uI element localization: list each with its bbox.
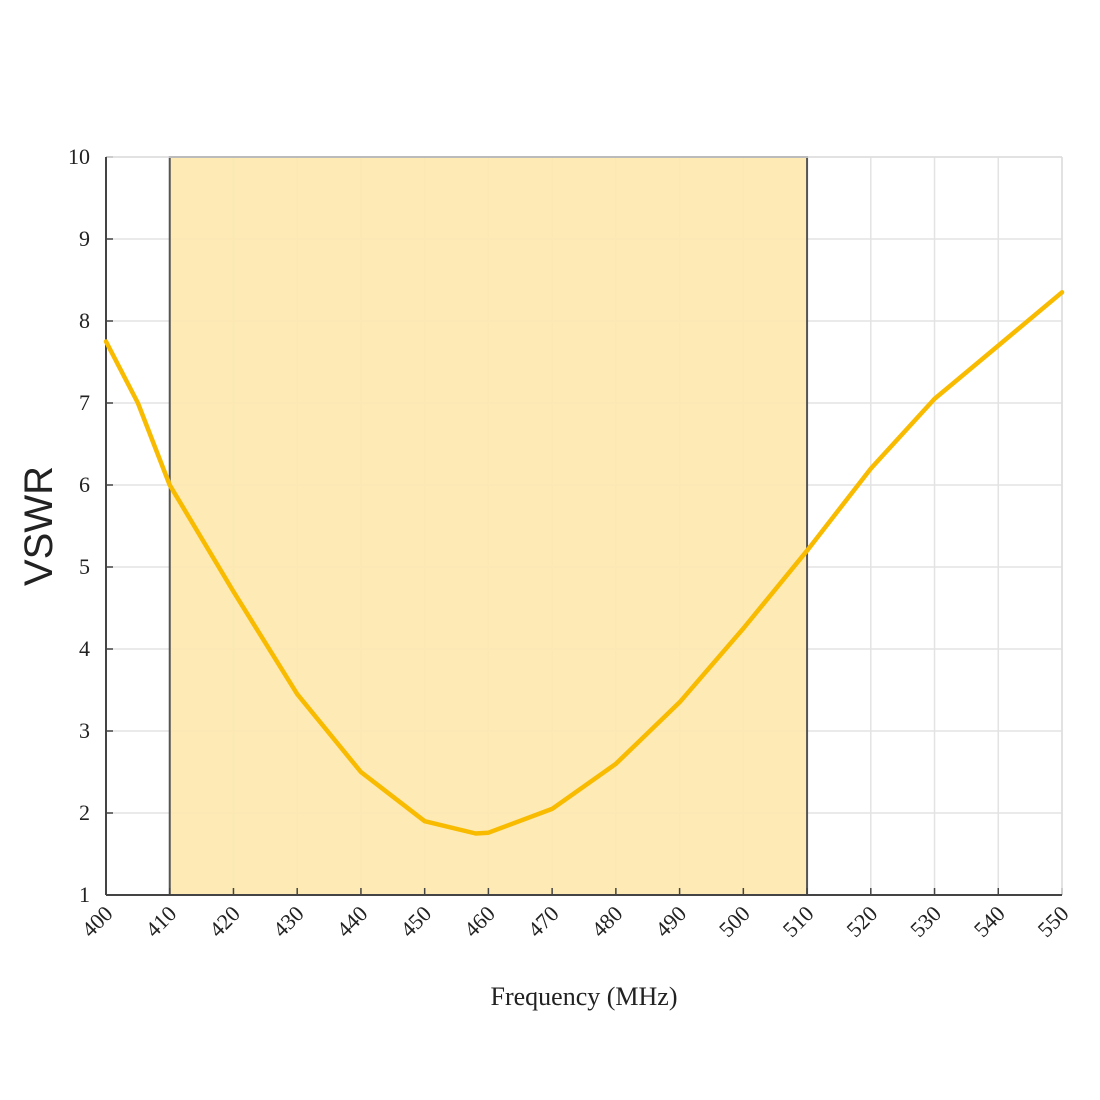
y-tick-label: 10 (68, 144, 90, 169)
y-tick-label: 6 (79, 472, 90, 497)
y-tick-label: 1 (79, 882, 90, 907)
y-tick-label: 7 (79, 390, 90, 415)
y-tick-label: 3 (79, 718, 90, 743)
highlight-band (168, 156, 809, 896)
x-axis-label: Frequency (MHz) (491, 982, 678, 1011)
y-tick-label: 2 (79, 800, 90, 825)
y-tick-label: 8 (79, 308, 90, 333)
y-tick-label: 5 (79, 554, 90, 579)
y-axis-label: VSWR (17, 466, 61, 586)
highlight-rect (168, 156, 809, 896)
series-line (103, 290, 1065, 836)
y-tick-label: 4 (79, 636, 90, 661)
plot (103, 290, 1065, 836)
y-tick-label: 9 (79, 226, 90, 251)
